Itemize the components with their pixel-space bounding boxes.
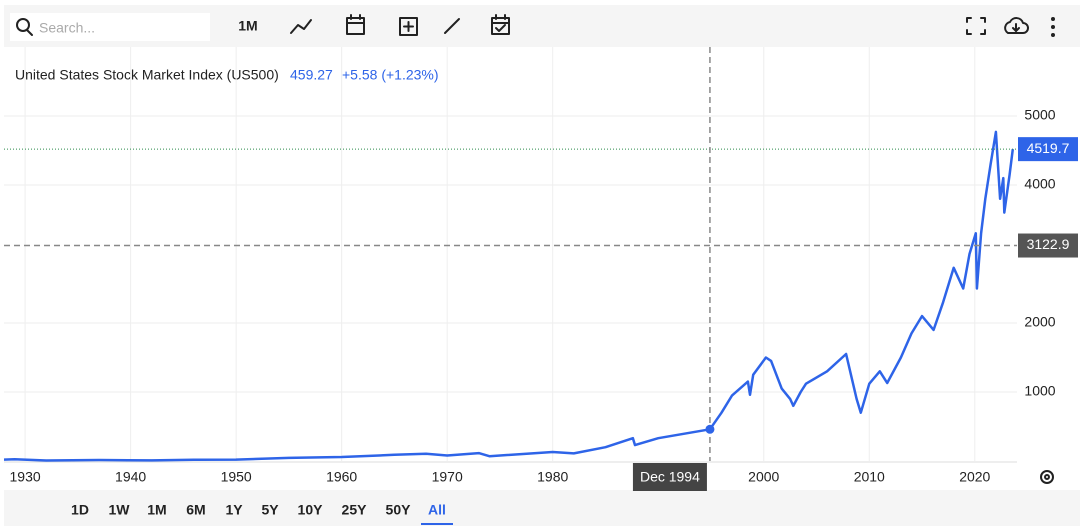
settings-icon[interactable] <box>1040 470 1054 484</box>
draw-icon[interactable] <box>444 18 460 34</box>
search-box[interactable] <box>10 13 210 41</box>
last-value-label: 4519.7 <box>1027 140 1070 156</box>
range-button[interactable]: 6M <box>186 502 205 518</box>
events-icon[interactable] <box>491 14 510 35</box>
price-line <box>3 130 1015 462</box>
range-button[interactable]: 10Y <box>298 502 324 518</box>
change: +5.58 (+1.23%) <box>342 67 439 83</box>
y-tick-label: 5000 <box>1024 107 1055 123</box>
search-placeholder[interactable]: Search... <box>39 20 95 36</box>
y-tick-label: 2000 <box>1024 314 1055 330</box>
range-button[interactable]: 1W <box>109 502 131 518</box>
compare-icon[interactable] <box>399 17 418 36</box>
range-button[interactable]: 25Y <box>342 502 368 518</box>
crosshair-y-box <box>1018 233 1078 258</box>
x-tick-label: 1940 <box>115 469 146 485</box>
chart-title: United States Stock Market Index (US500) <box>15 67 279 83</box>
crosshair-y-label: 3122.9 <box>1027 236 1070 252</box>
price: 459.27 <box>290 67 333 83</box>
range-button[interactable]: 1D <box>71 502 89 518</box>
x-tick-label: 1930 <box>10 469 41 485</box>
calendar-icon[interactable] <box>346 14 365 35</box>
crosshair-x-label: Dec 1994 <box>640 469 700 485</box>
interval-button[interactable]: 1M <box>238 18 257 34</box>
x-tick-label: 1950 <box>221 469 252 485</box>
y-tick-label: 4000 <box>1024 176 1055 192</box>
crosshair-point <box>705 424 715 434</box>
range-bar <box>4 490 1080 526</box>
x-tick-label: 1970 <box>432 469 463 485</box>
crosshair-x-box <box>632 463 707 491</box>
x-tick-label: 2000 <box>748 469 779 485</box>
range-button[interactable]: 1Y <box>225 502 243 518</box>
download-icon[interactable] <box>1004 17 1029 34</box>
range-button[interactable]: 50Y <box>386 502 412 518</box>
last-value-box <box>1018 137 1078 162</box>
search-icon <box>16 18 30 32</box>
range-button[interactable]: All <box>428 502 446 518</box>
search-icon-handle <box>26 29 33 36</box>
fullscreen-icon[interactable] <box>966 17 986 35</box>
range-button[interactable]: 5Y <box>261 502 279 518</box>
x-tick-label: 1980 <box>537 469 568 485</box>
range-button[interactable]: 1M <box>147 502 166 518</box>
menu-icon[interactable] <box>1051 17 1055 37</box>
x-tick-label: 2010 <box>854 469 885 485</box>
chart-type-icon[interactable] <box>290 19 312 34</box>
y-tick-label: 1000 <box>1024 383 1055 399</box>
x-tick-label: 2020 <box>959 469 990 485</box>
x-tick-label: 1960 <box>326 469 357 485</box>
